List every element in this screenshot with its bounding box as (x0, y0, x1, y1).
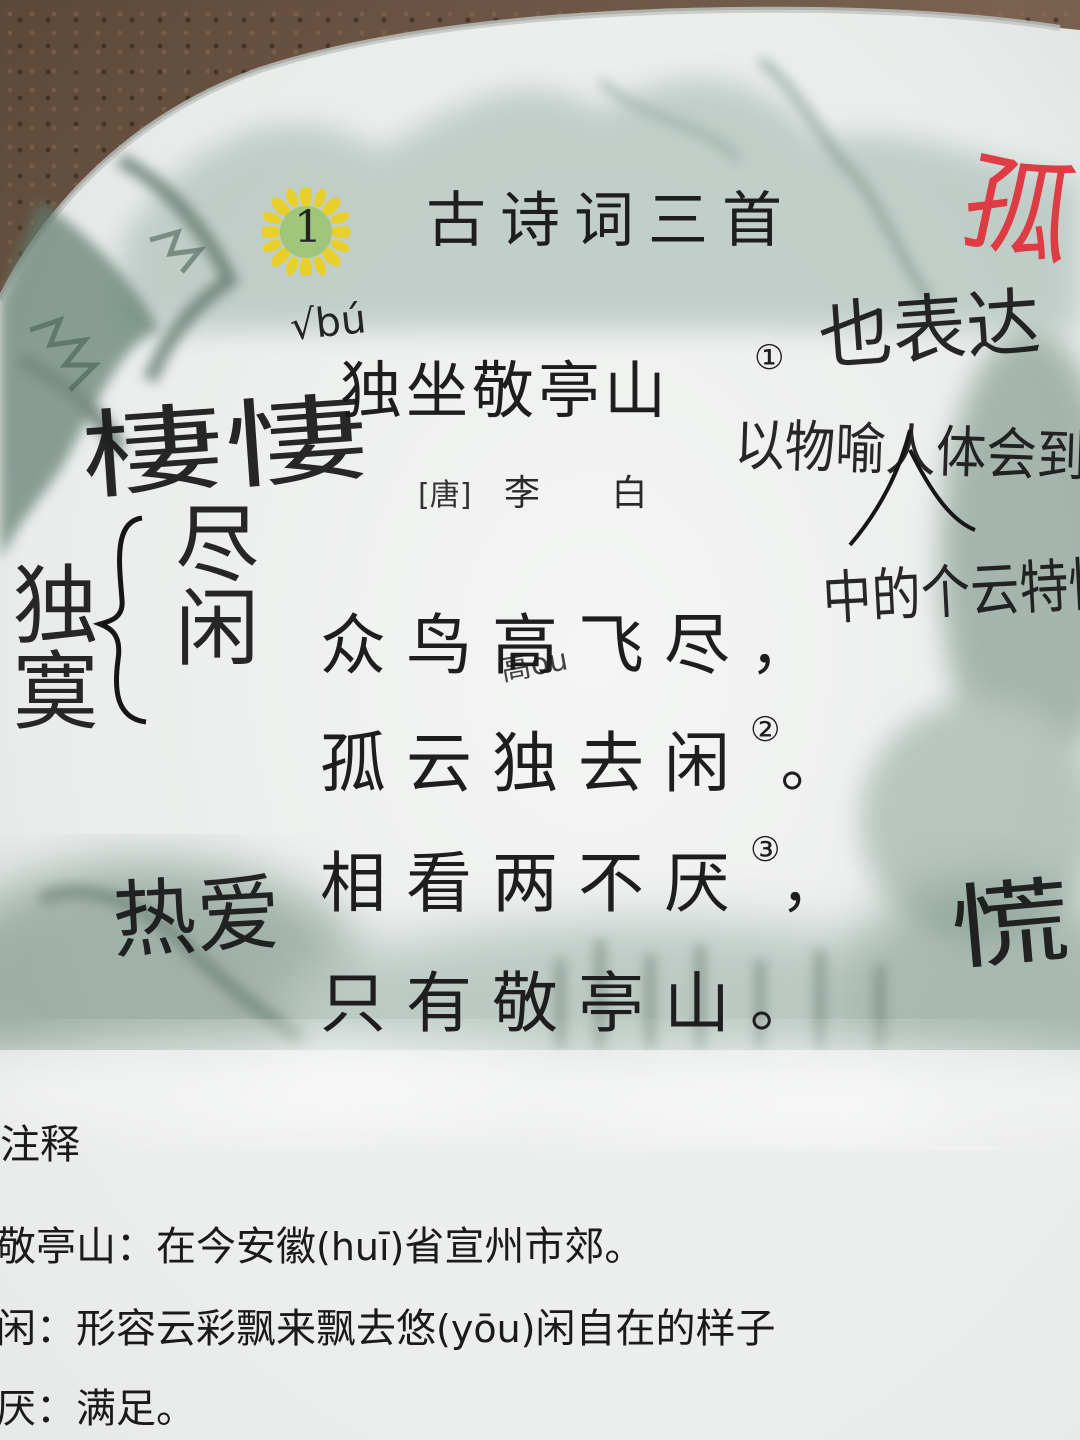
handwritten-left-col-a: 独寞 (0, 560, 97, 732)
lesson-number-badge (262, 188, 350, 276)
poem-line-note-marker: ② (750, 710, 781, 750)
handwritten-stroke-icon (848, 429, 976, 547)
note-body: 在今安徽 (156, 1224, 316, 1270)
note-body: 闲自在的样子 (535, 1306, 776, 1352)
note-body: 满足。 (76, 1386, 196, 1432)
poem-line-text: 只有敬亭山 (320, 965, 750, 1042)
poem-line-text: 众鸟高飞尽 (320, 607, 750, 684)
notes-heading: 注释 (0, 1122, 80, 1168)
note-term: 厌： (0, 1386, 76, 1432)
handwritten-right-lower: 慌 (945, 866, 1075, 984)
lesson-number: 1 (294, 202, 322, 253)
poem-line: 相看两不厌③， (320, 830, 840, 922)
handwritten-left-lower: 热爱 (109, 863, 283, 971)
handwritten-right-a: 也表达 (815, 279, 1044, 381)
handwritten-right-mid: 中的个云特快 (820, 549, 1080, 633)
poem-line-punct: ， (780, 851, 841, 921)
note-item: 敬亭山：在今安徽(huī)省宣州市郊。 (0, 1214, 644, 1272)
poem-title: 独坐敬亭山 (340, 354, 671, 427)
poem-line-text: 孤云独去闲 (320, 725, 750, 802)
note-body: 省宣州市郊。 (404, 1224, 645, 1270)
poem-line: 只有敬亭山。 (320, 950, 810, 1042)
poem-line-punct: 。 (750, 971, 810, 1041)
poem-line: 孤云独去闲②。 (320, 710, 840, 802)
note-item: 厌：满足。 (0, 1376, 196, 1434)
handwritten-left-col-b: 尽闲 (161, 500, 260, 668)
poem-dynasty: [唐] (418, 478, 472, 513)
poem-line-text: 相看两不厌 (320, 845, 750, 922)
poem-line-punct: 。 (780, 731, 841, 801)
handwritten-brace-icon (92, 515, 147, 725)
poem-author: 李 白 (504, 473, 678, 514)
poem-title-note-marker: ① (754, 338, 785, 378)
note-pinyin: (yōu) (436, 1307, 536, 1351)
lesson-title: 古诗词三首 (426, 186, 796, 256)
note-term: 闲： (0, 1306, 76, 1352)
poem-line: 众鸟高飞尽， (320, 592, 810, 684)
handwritten-title-note: 棲悽 (77, 381, 373, 514)
note-term: 敬亭山： (0, 1224, 156, 1270)
note-item: 闲：形容云彩飘来飘去悠(yōu)闲自在的样子 (0, 1296, 775, 1354)
poem-line-punct: ， (750, 613, 810, 683)
handwritten-pinyin: √bú (287, 296, 369, 350)
poem-line-note-marker: ③ (750, 830, 781, 870)
note-pinyin: (huī) (316, 1225, 405, 1269)
note-body: 形容云彩飘来飘去悠 (76, 1306, 436, 1352)
